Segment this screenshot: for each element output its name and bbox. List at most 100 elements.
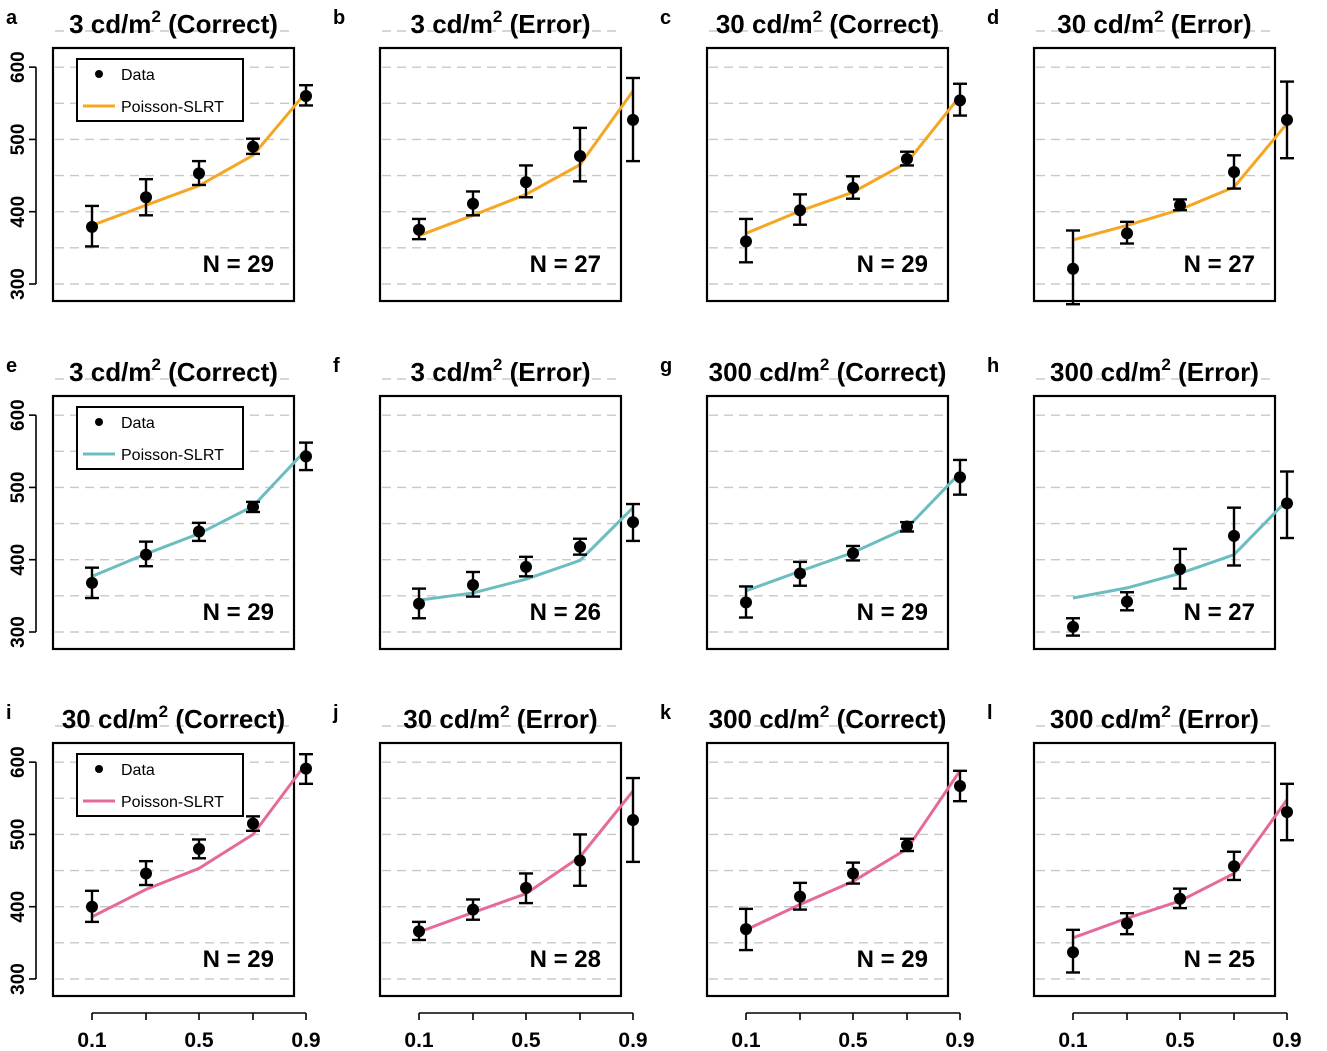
y-axis: 300 400 500 600	[8, 399, 37, 648]
title-text: 3 cd/m	[411, 9, 493, 39]
data-point	[954, 94, 966, 107]
panel-a: a 3 cd/m2 (Correct) 300 400 500 600 N = 29 Data…	[6, 7, 313, 303]
legend-marker	[95, 70, 103, 78]
x-tick-label: 0.1	[77, 1029, 107, 1051]
panel-title: 300 cd/m2 (Correct)	[709, 355, 947, 387]
data-point	[847, 867, 859, 880]
title-text: 30 cd/m	[62, 704, 159, 734]
model-line	[418, 790, 635, 934]
data-point	[627, 516, 639, 529]
data-point	[1281, 113, 1293, 126]
panel-letter: e	[6, 355, 17, 377]
y-tick-label: 400	[8, 891, 29, 923]
title-superscript: 2	[1161, 702, 1170, 721]
model-line	[91, 762, 308, 919]
panel-letter: a	[6, 7, 18, 29]
legend-label-model: Poisson-SLRT	[121, 99, 224, 116]
n-label: N = 27	[1184, 251, 1255, 278]
title-text: 300 cd/m	[1050, 704, 1161, 734]
legend-marker	[95, 765, 103, 773]
legend-label-data: Data	[121, 415, 155, 432]
y-tick-label: 300	[8, 268, 29, 300]
x-tick-label: 0.1	[1058, 1029, 1088, 1051]
plot-frame	[378, 46, 623, 303]
data-point	[627, 813, 639, 826]
title-text: 30 cd/m	[1057, 9, 1154, 39]
legend-box	[76, 406, 244, 470]
title-superscript: 2	[159, 702, 168, 721]
x-tick-label: 0.9	[945, 1029, 974, 1051]
legend-box	[76, 58, 244, 122]
data-point	[954, 471, 966, 484]
data-point	[140, 867, 152, 880]
panel-letter: d	[987, 7, 999, 29]
title-condition: (Error)	[502, 357, 590, 387]
title-condition: (Error)	[1171, 357, 1259, 387]
panel-b: b 3 cd/m2 (Error) N = 27	[333, 7, 640, 303]
title-text: 3 cd/m	[69, 357, 151, 387]
title-condition: (Correct)	[829, 357, 946, 387]
legend: Data Poisson-SLRT	[76, 753, 244, 817]
legend-box	[76, 753, 244, 817]
title-superscript: 2	[151, 7, 160, 26]
data-point	[740, 923, 752, 936]
plot-frame	[51, 46, 296, 303]
data-point	[1121, 595, 1133, 608]
n-label: N = 29	[203, 946, 274, 973]
data-point	[520, 881, 532, 894]
title-superscript: 2	[500, 702, 509, 721]
data-point	[794, 204, 806, 217]
plot-frame	[705, 394, 950, 651]
data-point	[467, 579, 479, 592]
title-superscript: 2	[493, 7, 502, 26]
panel-h: h 300 cd/m2 (Error) N = 27	[987, 355, 1294, 651]
x-axis: 0.1 0.5 0.9	[404, 1012, 648, 1051]
data-point	[794, 567, 806, 580]
data-point	[467, 197, 479, 210]
panel-title: 30 cd/m2 (Correct)	[62, 702, 285, 734]
title-text: 3 cd/m	[69, 9, 151, 39]
legend-label-data: Data	[121, 67, 155, 84]
y-tick-label: 500	[8, 124, 29, 156]
data-point	[193, 167, 205, 180]
panel-title: 30 cd/m2 (Correct)	[716, 7, 939, 39]
data-point	[1067, 262, 1079, 275]
data-point	[1228, 529, 1240, 542]
panel-letter: g	[660, 355, 672, 377]
y-axis: 300 400 500 600	[8, 746, 37, 995]
title-text: 3 cd/m	[411, 357, 493, 387]
y-tick-label: 600	[8, 51, 29, 83]
data-point	[1174, 199, 1186, 212]
legend-label-model: Poisson-SLRT	[121, 447, 224, 464]
data-point	[86, 220, 98, 233]
legend: Data Poisson-SLRT	[76, 58, 244, 122]
x-tick-label: 0.5	[838, 1029, 868, 1051]
panel-title: 300 cd/m2 (Error)	[1050, 355, 1259, 387]
legend-label-data: Data	[121, 762, 155, 779]
x-tick-label: 0.5	[184, 1029, 214, 1051]
data-point	[300, 762, 312, 775]
data-point	[247, 817, 259, 830]
x-tick-label: 0.5	[1165, 1029, 1195, 1051]
data-point	[520, 560, 532, 573]
legend-marker	[95, 418, 103, 426]
title-text: 300 cd/m	[1050, 357, 1161, 387]
data-point	[1121, 227, 1133, 240]
data-point	[140, 548, 152, 561]
plot-frame	[378, 394, 623, 651]
data-point	[413, 597, 425, 610]
data-point	[901, 152, 913, 165]
plot-frame	[1032, 46, 1277, 303]
data-point	[140, 191, 152, 204]
panel-title: 3 cd/m2 (Error)	[411, 355, 591, 387]
panel-title: 30 cd/m2 (Error)	[403, 702, 597, 734]
panel-title: 3 cd/m2 (Correct)	[69, 355, 278, 387]
y-tick-label: 400	[8, 196, 29, 228]
panel-letter: c	[660, 7, 671, 29]
panel-letter: j	[332, 702, 339, 724]
data-point	[847, 181, 859, 194]
panel-letter: h	[987, 355, 999, 377]
title-condition: (Correct)	[161, 9, 278, 39]
title-condition: (Correct)	[822, 9, 939, 39]
